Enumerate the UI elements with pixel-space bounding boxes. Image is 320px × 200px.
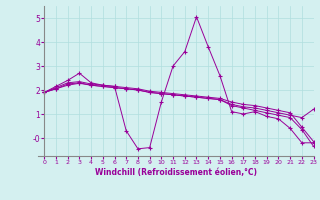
X-axis label: Windchill (Refroidissement éolien,°C): Windchill (Refroidissement éolien,°C) bbox=[95, 168, 257, 177]
